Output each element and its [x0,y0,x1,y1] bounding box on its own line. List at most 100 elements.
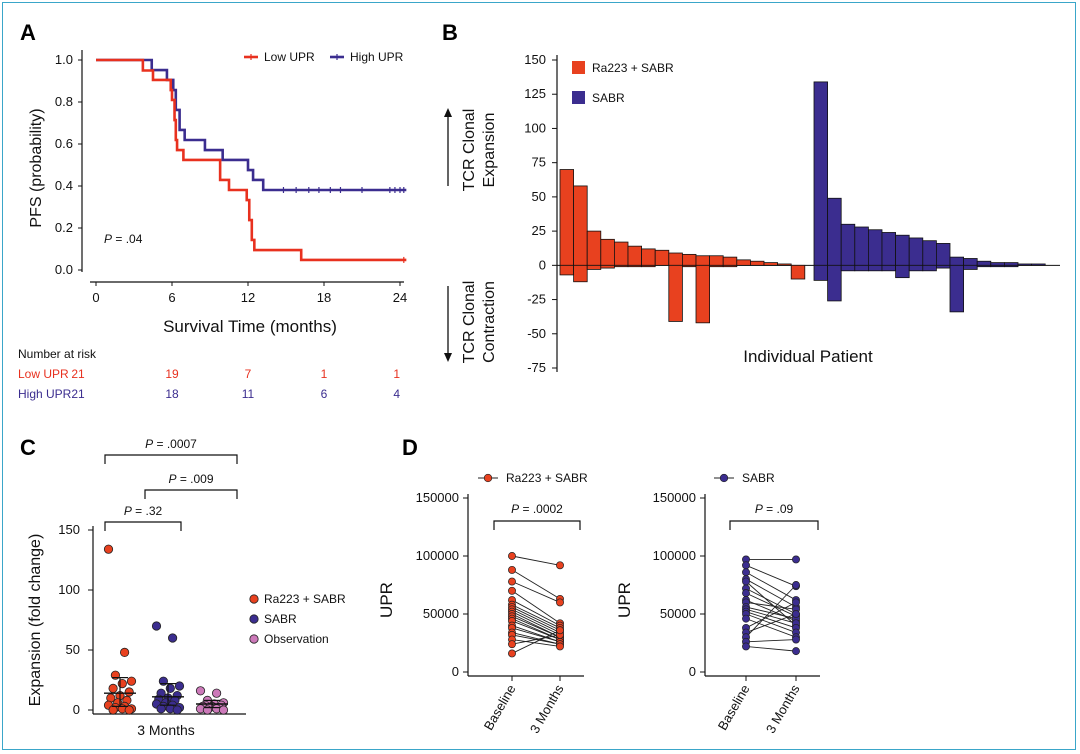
x-tick-label: 3 Months [527,682,567,736]
y-tick-label: -75 [527,360,546,375]
legend-label: High UPR [350,50,404,64]
x-tick-label: 3 Months [763,682,803,736]
paired-line [745,613,797,633]
y-tick-label: 150000 [653,490,696,505]
paired-line [511,569,561,600]
bar-expansion [840,223,856,266]
bar-expansion [695,255,711,266]
data-point [117,678,127,689]
bar-contraction [722,264,738,268]
survival-curve-low-upr [96,58,407,262]
paired-line [511,581,561,603]
followup-point [792,610,800,618]
x-axis-title: Survival Time (months) [163,317,337,336]
bar-expansion [777,263,792,266]
paired-line [745,611,797,629]
significance-bracket [104,454,238,464]
bar-expansion [1031,263,1046,266]
legend-label: Low UPR [264,50,315,64]
y-tick-label: 0 [73,702,80,717]
bar-contraction [936,264,951,269]
significance-bracket [729,520,819,530]
paired-line [511,634,561,645]
panel-label-d: D [402,435,418,460]
paired-line [745,608,797,624]
legend-swatch-ra223 [572,61,585,74]
followup-point [556,642,564,651]
y-tick-label: 25 [532,223,546,238]
paired-line [511,629,561,654]
bar-contraction [827,264,842,302]
y-tick-label: 100000 [653,548,696,563]
y-tick-label: 50 [532,189,546,204]
y-tick-label: 0.0 [55,262,73,277]
paired-line [745,618,797,638]
paired-line [511,627,561,643]
data-point [103,544,114,554]
bar-expansion [895,234,910,266]
data-point [124,687,134,697]
baseline-point [742,561,750,570]
data-point [212,688,222,698]
contraction-arrow-head [444,353,452,362]
paired-line [745,564,797,587]
bar-expansion [854,226,869,266]
bracket-p-value: P = .09 [755,502,794,516]
y-tick-label: 150 [524,52,546,67]
data-point [165,683,175,694]
paired-line [511,606,561,631]
y-tick-label: 150 [58,522,80,537]
legend-label: Ra223 + SABR [506,471,588,485]
x-axis-title: 3 Months [137,722,195,738]
legend-marker [249,634,259,644]
bracket-p-value: P = .0007 [145,437,197,451]
bar-contraction [573,264,588,283]
data-point [172,705,182,715]
bar-expansion [936,243,951,266]
legend-label-sabr: SABR [592,91,625,105]
x-tick-label: Baseline [715,682,753,733]
legend-marker [483,473,493,483]
followup-point [792,555,800,564]
data-point [124,705,134,715]
x-tick-label: Baseline [481,682,519,733]
risk-value: 21 [71,387,85,401]
x-tick-label: 6 [168,290,175,305]
y-tick-label: 0 [539,257,546,272]
x-tick-label: 24 [393,290,407,305]
y-tick-label: 0 [452,664,459,679]
bar-expansion [614,241,629,266]
bracket-p-value: P = .009 [168,472,213,486]
legend-label: SABR [742,471,775,485]
baseline-point [508,640,516,649]
bar-contraction [881,264,897,272]
followup-point [556,598,564,607]
panel-label-a: A [20,20,36,45]
followup-point [792,647,800,656]
bar-expansion [559,169,575,266]
paired-line [511,608,561,633]
followup-point [556,626,564,635]
bar-expansion [641,248,656,266]
bar-contraction [1004,264,1019,268]
risk-value: 1 [393,367,400,381]
y-tick-label: 100 [524,120,546,135]
contraction-label-line1: TCR Clonal [461,281,478,364]
x-tick-label: 0 [92,290,99,305]
followup-point [792,598,800,607]
x-tick-label: 12 [241,290,255,305]
y-tick-label: 50000 [423,606,459,621]
bar-expansion [922,240,937,266]
risk-table-title: Number at risk [18,347,97,361]
bar-contraction [614,264,629,268]
bar-contraction [922,264,937,272]
y-axis-title: UPR [615,582,634,618]
bar-contraction [908,264,924,272]
bar-contraction [895,264,910,279]
paired-line [745,601,797,610]
legend-label: Ra223 + SABR [264,592,346,606]
y-tick-label: 75 [532,155,546,170]
paired-line [511,590,561,624]
significance-bracket [104,521,182,531]
